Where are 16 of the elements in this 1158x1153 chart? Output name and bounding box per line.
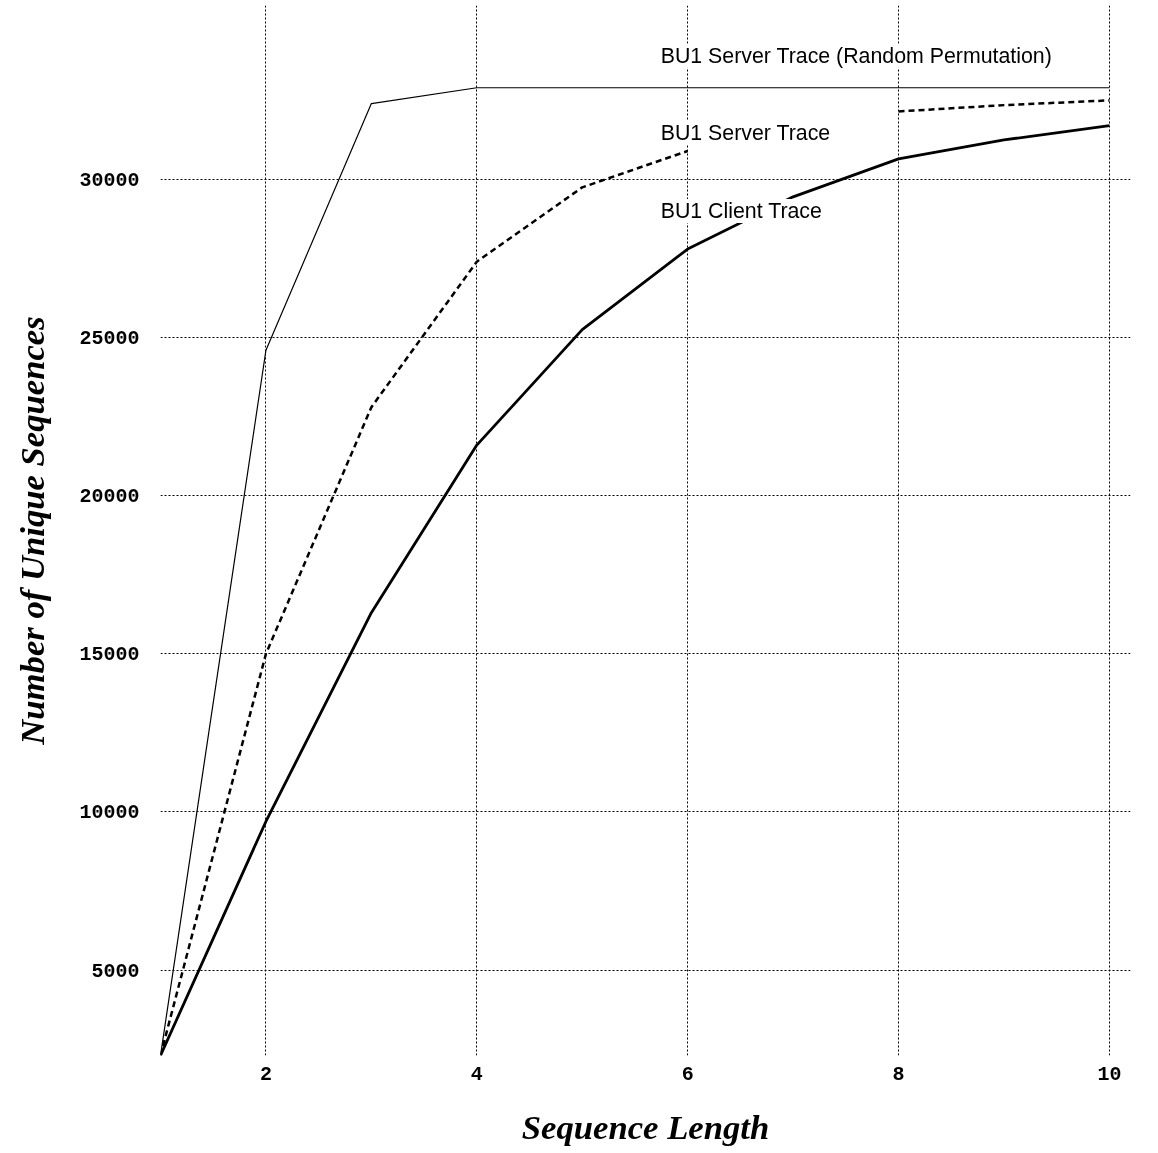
x-tick-label: 10 (1097, 1062, 1122, 1086)
y-tick-label: 25000 (79, 327, 140, 351)
y-axis-title: Number of Unique Sequences (13, 316, 52, 746)
y-tick-label: 20000 (79, 485, 140, 509)
y-tick-label: 5000 (91, 959, 140, 983)
x-axis-title: Sequence Length (521, 1107, 770, 1146)
x-tick-label: 4 (470, 1062, 483, 1086)
y-tick-label: 15000 (79, 643, 140, 667)
y-tick-label: 10000 (79, 801, 140, 825)
series-label: BU1 Server Trace (Random Permutation) (660, 43, 1052, 68)
y-tick-label: 30000 (79, 168, 140, 192)
x-tick-label: 8 (892, 1062, 905, 1086)
series-label: BU1 Client Trace (660, 199, 822, 224)
series-label: BU1 Server Trace (660, 120, 831, 145)
x-tick-label: 2 (259, 1062, 272, 1086)
x-tick-label: 6 (681, 1062, 694, 1086)
